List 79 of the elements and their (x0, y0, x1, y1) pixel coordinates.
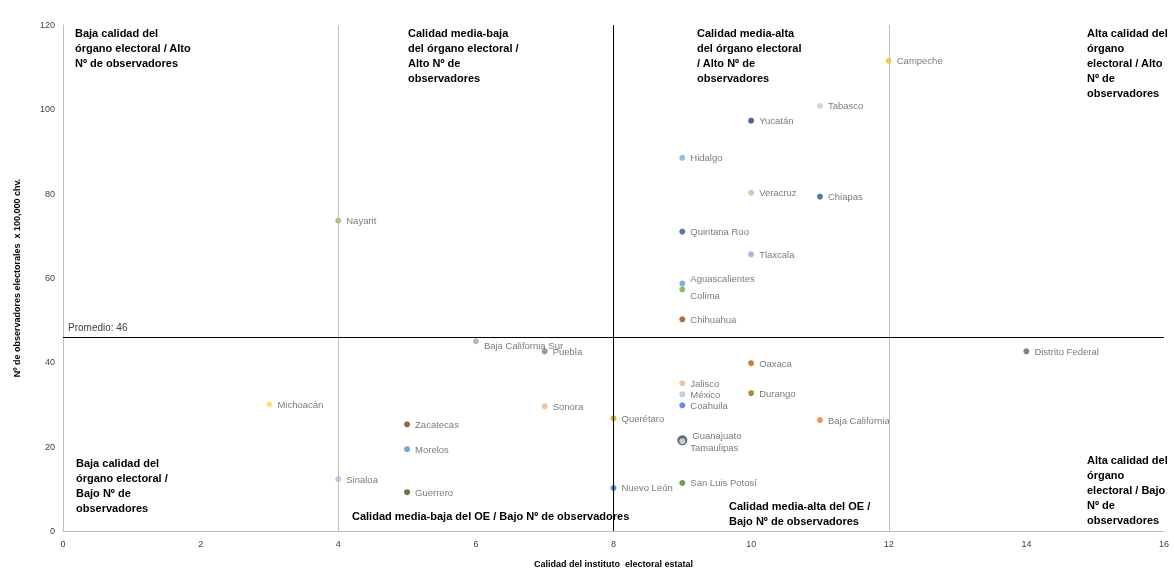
point (1023, 348, 1030, 355)
series-label: Baja California (827, 414, 891, 426)
point (748, 117, 755, 124)
point (679, 479, 686, 486)
series-label: Colima (690, 289, 721, 301)
series-label: Morelos (415, 443, 450, 455)
x-axis-title: Calidad del instituto electoral estatal (533, 558, 694, 569)
series-label: Guanajuato (692, 429, 742, 441)
series-label: Hidalgo (690, 152, 723, 164)
point (679, 402, 686, 409)
point (679, 228, 686, 235)
point (748, 390, 755, 397)
series-label: Yucatán (759, 115, 794, 127)
series-label: Nayarit (346, 215, 377, 227)
point (541, 403, 548, 410)
point (748, 251, 755, 258)
x-tick-label: 10 (746, 538, 757, 549)
y-tick-label: 0 (49, 526, 55, 536)
point (816, 193, 823, 200)
series-label: Sonora (552, 400, 585, 412)
annotation: Alta calidad del órgano electoral / Bajo Nº de observadores (1087, 453, 1171, 526)
point (404, 421, 411, 428)
point (748, 189, 755, 196)
series-label: Nuevo León (621, 482, 673, 494)
y-tick-label: 80 (44, 188, 55, 199)
point (404, 489, 411, 496)
x-tick-label: 8 (610, 538, 617, 549)
series-label: Querétaro (621, 412, 665, 424)
series-label: Quintana Roo (690, 226, 749, 238)
series-label: Campeche (896, 55, 943, 67)
point (816, 102, 823, 109)
point (816, 417, 823, 424)
annotation: Calidad media-alta del OE / Bajo Nº de observadores (729, 499, 874, 527)
y-tick-label: 120 (39, 20, 55, 30)
series-label: Veracruz (759, 187, 797, 199)
x-tick-label: 16 (1158, 538, 1170, 549)
point (679, 316, 686, 323)
series-label: Sinaloa (346, 473, 379, 485)
y-tick-label: 40 (44, 357, 55, 368)
x-tick-label: 12 (883, 538, 894, 549)
x-tick-label: 14 (1021, 538, 1032, 549)
series-label: Guerrero (415, 486, 454, 498)
y-tick-label: 100 (39, 104, 55, 115)
point (266, 401, 273, 408)
series-label: Oaxaca (759, 357, 793, 369)
annotation: Baja calidad del órgano electoral / Alto Nº de observadores (75, 26, 194, 69)
series-label: México (690, 388, 721, 400)
series-label: Aguascalientes (690, 272, 755, 284)
point (679, 154, 686, 161)
y-tick-label: 60 (44, 273, 55, 283)
series-label: Tamaulipas (690, 441, 739, 453)
y-tick-label: 20 (44, 441, 55, 452)
point (404, 446, 411, 453)
series-label: Michoacán (277, 399, 324, 410)
series-label: Distrito Federal (1034, 345, 1099, 357)
x-tick-label: 2 (198, 538, 204, 549)
point (679, 391, 686, 398)
series-label: Coahuila (690, 399, 729, 411)
series-label: Chiapas (827, 191, 864, 203)
annotation: Alta calidad del órgano electoral / Alto Nº de observadores (1087, 26, 1171, 99)
point (748, 360, 755, 367)
y-axis-title: Nº de observadores electorales x 100,000 chv. (11, 178, 22, 378)
series-label: San Luis Potosí (690, 477, 758, 489)
series-label: Jalisco (690, 377, 720, 389)
point (679, 286, 686, 293)
series-label: Chihuahua (690, 313, 737, 325)
annotation: Calidad media-alta del órgano electoral / Alto Nº de observadores (697, 26, 805, 84)
x-tick-label: 4 (335, 538, 341, 549)
annotation: Baja calidad del órgano electoral / Bajo Nº de observadores (76, 456, 171, 514)
x-tick-label: 0 (60, 538, 66, 549)
ref-line-label: Promedio: 46 (68, 321, 128, 333)
series-label: Zacatecas (415, 418, 460, 430)
series-label: Durango (759, 387, 796, 399)
point (472, 338, 479, 345)
point (679, 380, 686, 387)
series-label: Tlaxcala (759, 248, 796, 260)
x-tick-label: 6 (473, 538, 479, 549)
series-label: Tabasco (827, 100, 864, 112)
annotation: Calidad media-baja del órgano electoral / Alto Nº de observadores (408, 26, 522, 84)
